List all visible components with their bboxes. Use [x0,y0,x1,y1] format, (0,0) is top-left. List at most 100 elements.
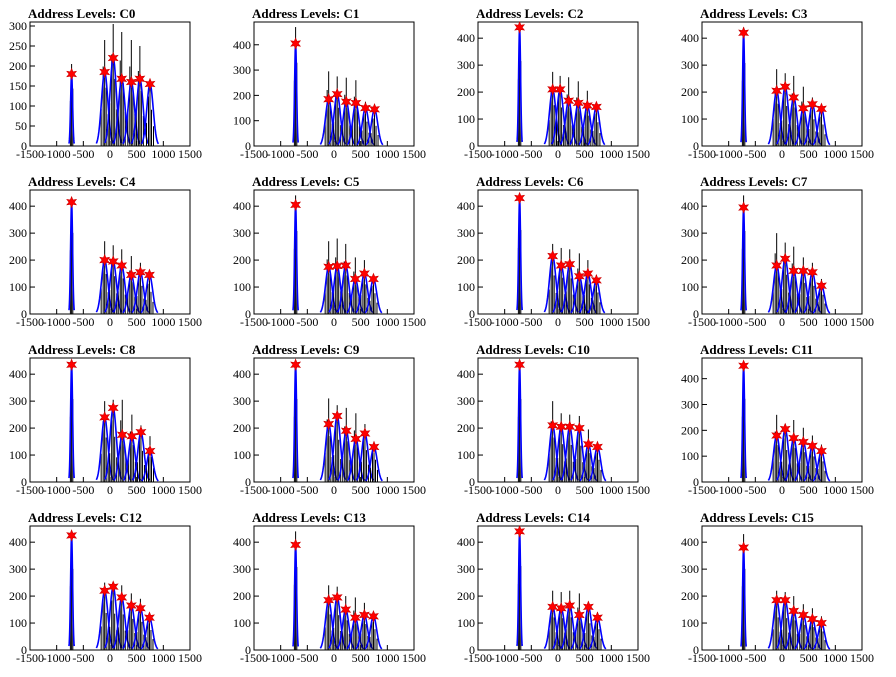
y-tick-label: 300 [9,19,27,33]
peak-marker [573,269,585,283]
panel-c12: Address Levels: C12 0 100 200 300 400 -1500-10… [9,510,202,665]
peak-0 [738,534,750,650]
peak-marker [815,444,827,458]
x-tick-label: 0 [331,651,337,665]
y-tick-label: 0 [245,307,251,321]
peak-marker [350,96,362,110]
x-tick-label: 1500 [402,315,426,329]
x-tick-label: -1000 [715,147,743,161]
peak-marker [806,265,818,279]
peak-marker [797,608,809,622]
peak-marker [107,255,119,268]
x-tick-label: 0 [107,315,113,329]
x-tick-label: -1000 [715,315,743,329]
peak-6 [812,444,831,482]
x-tick-label: -1500 [240,315,268,329]
x-tick-label: -1500 [240,651,268,665]
peak-0 [738,195,750,314]
x-tick-label: 1500 [402,147,426,161]
y-tick-label: 400 [681,31,699,45]
y-tick-label: 100 [457,616,475,630]
x-tick-label: 1000 [375,651,399,665]
x-tick-label: -1500 [688,651,716,665]
y-tick-label: 100 [9,448,27,462]
panel-c14: Address Levels: C14 0 100 200 300 400 -1500-10… [457,510,650,665]
peak-0 [738,26,750,146]
y-tick-label: 300 [681,562,699,576]
peak-marker [514,21,526,34]
x-tick-label: 1500 [178,483,202,497]
x-tick-label: 0 [107,483,113,497]
x-tick-label: -1000 [491,315,519,329]
x-tick-label: 500 [128,483,146,497]
y-tick-label: 0 [469,643,475,657]
x-tick-label: 1000 [599,483,623,497]
x-tick-label: -500 [72,147,94,161]
y-tick-label: 400 [457,199,475,213]
x-tick-label: -500 [296,147,318,161]
peak-3 [784,75,803,146]
peak-2 [328,238,347,314]
peak-3 [113,399,132,482]
panel-c1: Address Levels: C1 0 100 200 300 400 -1500-100… [233,6,426,161]
y-tick-label: 400 [233,38,251,52]
peak-5 [130,46,149,146]
y-tick-label: 0 [693,643,699,657]
panel-title: Address Levels: C7 [700,174,808,189]
peak-marker [323,92,335,106]
peak-marker [564,599,576,612]
peak-marker [359,427,371,440]
peak-6 [812,278,831,314]
x-tick-label: 0 [331,315,337,329]
y-tick-label: 100 [681,449,699,463]
y-tick-label: 100 [457,112,475,126]
x-tick-label: -1000 [43,315,71,329]
panel-c6: Address Levels: C6 0 100 200 300 400 -1500-100… [457,174,650,329]
x-tick-label: 500 [800,315,818,329]
x-tick-label: 1000 [375,315,399,329]
peak-4 [122,256,141,314]
x-tick-label: 1500 [178,147,202,161]
peak-3 [560,414,579,482]
peak-0 [290,531,302,650]
x-tick-label: -500 [520,315,542,329]
x-tick-label: 1500 [850,651,874,665]
x-tick-label: 0 [779,315,785,329]
y-tick-label: 150 [9,79,27,93]
x-tick-label: 1000 [151,315,175,329]
peak-marker [555,259,567,272]
panel-title: Address Levels: C5 [252,174,360,189]
panel-title: Address Levels: C12 [28,510,142,525]
x-tick-label: -500 [744,483,766,497]
peak-3 [112,249,131,314]
x-tick-label: 1000 [151,483,175,497]
panel-title: Address Levels: C14 [476,510,590,525]
peak-6 [364,272,383,314]
peak-marker [555,420,567,434]
x-tick-label: -1500 [688,483,716,497]
panel-c10: Address Levels: C10 0 100 200 300 400 -1500-10… [457,342,650,497]
x-tick-label: 500 [352,483,370,497]
x-tick-label: 500 [576,315,594,329]
x-tick-label: -500 [72,315,94,329]
x-tick-label: -1500 [464,651,492,665]
y-tick-label: 50 [15,119,27,133]
peak-marker [116,591,128,604]
x-tick-label: 500 [128,315,146,329]
peak-marker [134,601,146,615]
x-tick-label: 1000 [599,147,623,161]
x-tick-label: -1000 [43,147,71,161]
x-tick-label: -1500 [464,483,492,497]
panel-title: Address Levels: C1 [252,6,359,21]
peak-3 [559,77,578,146]
y-tick-label: 200 [681,423,699,437]
peak-marker [66,67,78,81]
peak-marker [564,420,576,434]
panel-title: Address Levels: C2 [476,6,583,21]
peak-marker [323,417,335,431]
panel-title: Address Levels: C15 [700,510,814,525]
peak-marker [116,259,128,272]
peak-1 [319,585,338,650]
peak-marker [340,603,352,616]
